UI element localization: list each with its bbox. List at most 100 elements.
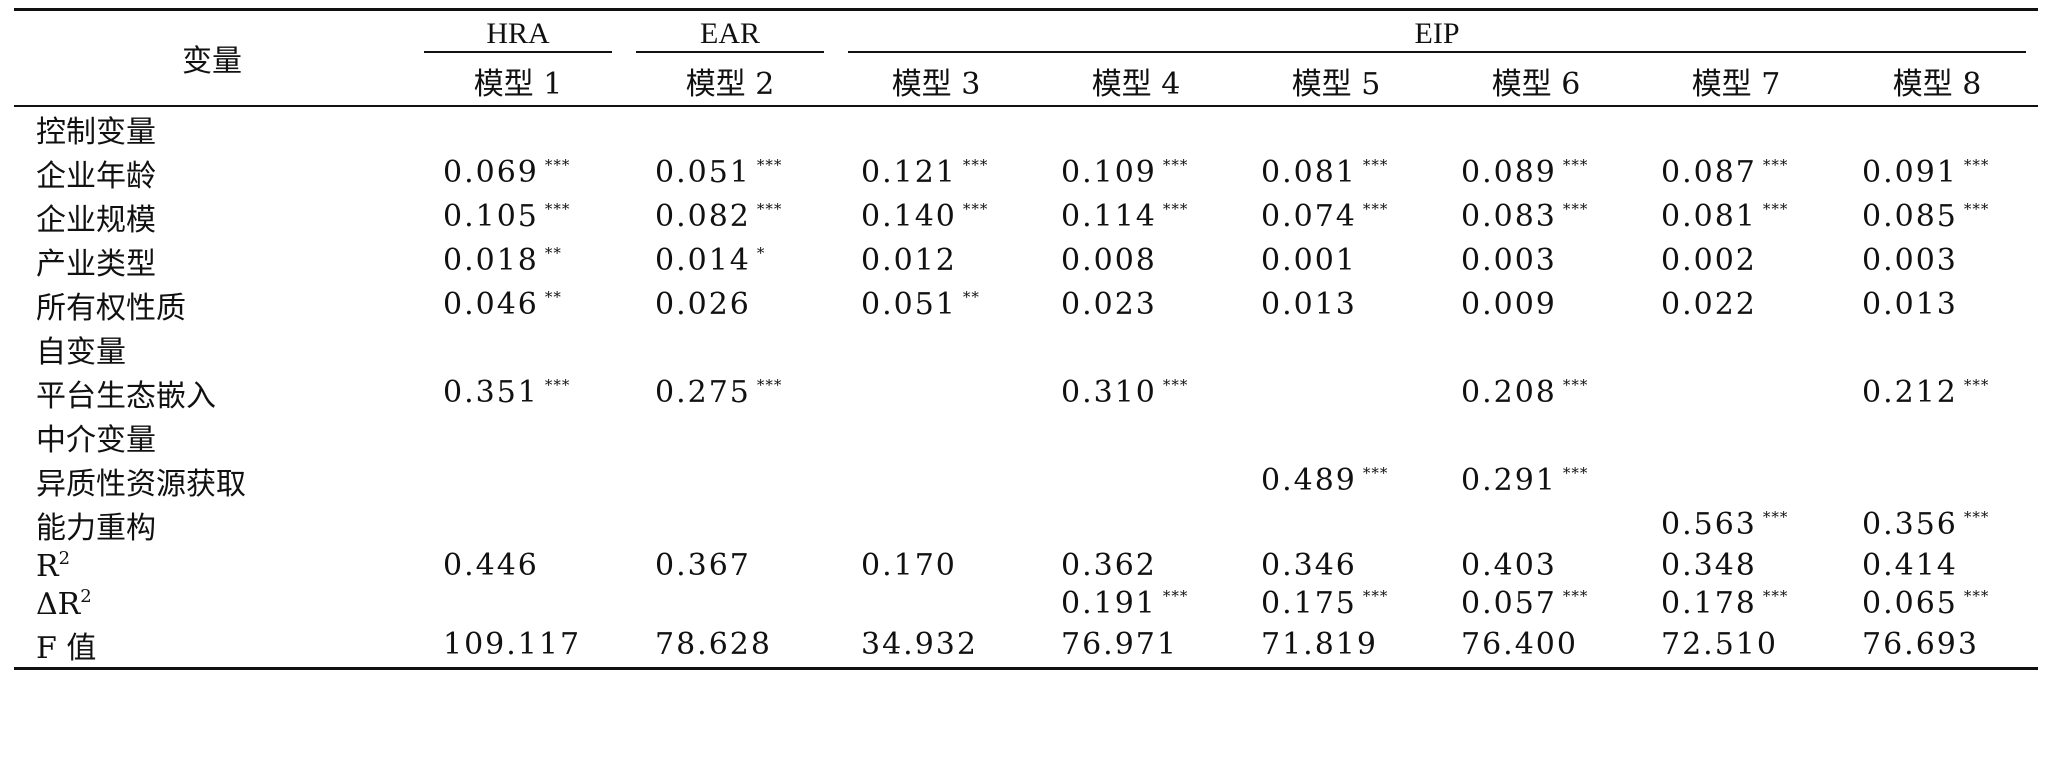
coefficient-value: 0.563 bbox=[1661, 507, 1757, 542]
table-cell: 76.400 bbox=[1436, 622, 1636, 670]
model-header-7: 模型 7 bbox=[1636, 57, 1836, 107]
significance-stars: *** bbox=[1963, 587, 1990, 605]
table-cell bbox=[1636, 371, 1836, 415]
table-cell: 71.819 bbox=[1236, 622, 1436, 670]
superscript: 2 bbox=[80, 585, 92, 607]
table-row: ΔR2 0.191 *** 0.175 *** 0.057 *** 0.178 *** 0.065… bbox=[14, 585, 2038, 623]
table-cell: 0.175 *** bbox=[1236, 585, 1436, 623]
coefficient-value: 0.087 bbox=[1661, 155, 1757, 190]
significance-stars: *** bbox=[544, 200, 571, 218]
table-cell: 72.510 bbox=[1636, 622, 1836, 670]
significance-stars: *** bbox=[756, 156, 783, 174]
row-label: ΔR2 bbox=[36, 585, 92, 622]
table-cell: 0.275 *** bbox=[624, 371, 836, 415]
significance-stars: *** bbox=[1963, 200, 1990, 218]
table-cell: 0.085 *** bbox=[1836, 195, 2038, 239]
table-cell bbox=[1836, 459, 2038, 503]
table-cell bbox=[1636, 327, 1836, 371]
table-cell bbox=[1236, 327, 1436, 371]
significance-stars: *** bbox=[1762, 156, 1789, 174]
coefficient-value: 0.082 bbox=[655, 199, 751, 234]
table-cell bbox=[1236, 503, 1436, 547]
coefficient-value: 0.046 bbox=[443, 287, 539, 322]
model-header-4: 模型 4 bbox=[1036, 57, 1236, 107]
table-cell bbox=[624, 327, 836, 371]
table-cell: 0.362 bbox=[1036, 547, 1236, 585]
table-cell bbox=[1436, 106, 1636, 151]
table-cell: 0.121 *** bbox=[836, 151, 1036, 195]
coefficient-value: 0.003 bbox=[1862, 243, 1958, 278]
table-cell bbox=[1636, 415, 1836, 459]
significance-stars: *** bbox=[1562, 200, 1589, 218]
group-header-hra: HRA bbox=[412, 8, 624, 58]
significance-stars: *** bbox=[544, 376, 571, 394]
coefficient-value: 0.013 bbox=[1862, 287, 1958, 322]
table-cell: 0.414 bbox=[1836, 547, 2038, 585]
table-cell: 0.082 *** bbox=[624, 195, 836, 239]
significance-stars: *** bbox=[962, 156, 989, 174]
table-cell bbox=[1836, 415, 2038, 459]
row-label: 企业年龄 bbox=[36, 158, 156, 194]
coefficient-value: 0.414 bbox=[1862, 548, 1958, 583]
coefficient-value: 0.023 bbox=[1061, 287, 1157, 322]
coefficient-value: 0.012 bbox=[861, 243, 957, 278]
table-cell bbox=[412, 503, 624, 547]
row-label: 企业规模 bbox=[36, 202, 156, 238]
table-cell bbox=[1036, 459, 1236, 503]
significance-stars: *** bbox=[756, 200, 783, 218]
table-cell: 0.002 bbox=[1636, 239, 1836, 283]
coefficient-value: 0.051 bbox=[861, 287, 957, 322]
coefficient-value: 0.018 bbox=[443, 243, 539, 278]
coefficient-value: 76.400 bbox=[1461, 627, 1578, 662]
coefficient-value: 76.971 bbox=[1061, 627, 1178, 662]
coefficient-value: 0.348 bbox=[1661, 548, 1757, 583]
table-cell bbox=[624, 503, 836, 547]
model-header-3: 模型 3 bbox=[836, 57, 1036, 107]
coefficient-value: 0.367 bbox=[655, 548, 751, 583]
model-header-2: 模型 2 bbox=[624, 57, 836, 107]
table-cell: 76.971 bbox=[1036, 622, 1236, 670]
table-cell: 0.013 bbox=[1236, 283, 1436, 327]
significance-stars: *** bbox=[1963, 508, 1990, 526]
table-cell: 0.003 bbox=[1836, 239, 2038, 283]
table-cell: 0.081 *** bbox=[1636, 195, 1836, 239]
significance-stars: *** bbox=[1362, 156, 1389, 174]
coefficient-value: 72.510 bbox=[1661, 627, 1778, 662]
significance-stars: *** bbox=[1362, 200, 1389, 218]
coefficient-value: 0.121 bbox=[861, 155, 957, 190]
table-cell bbox=[836, 371, 1036, 415]
coefficient-value: 0.026 bbox=[655, 287, 751, 322]
coefficient-value: 0.346 bbox=[1261, 548, 1357, 583]
table-row: 产业类型 0.018 ** 0.014 * 0.012 0.008 0.001 0.003 0.0… bbox=[14, 239, 2038, 283]
coefficient-value: 0.014 bbox=[655, 243, 751, 278]
coefficient-value: 0.291 bbox=[1461, 463, 1557, 498]
significance-stars: *** bbox=[1963, 156, 1990, 174]
group-underline bbox=[424, 50, 612, 53]
table-cell: 0.023 bbox=[1036, 283, 1236, 327]
table-cell bbox=[1636, 459, 1836, 503]
row-label: R2 bbox=[36, 547, 71, 584]
table-cell bbox=[624, 106, 836, 151]
coefficient-value: 109.117 bbox=[443, 627, 582, 662]
table-cell: 0.446 bbox=[412, 547, 624, 585]
table-cell: 0.013 bbox=[1836, 283, 2038, 327]
table-cell bbox=[836, 415, 1036, 459]
table-cell: 0.170 bbox=[836, 547, 1036, 585]
table-cell: 0.291 *** bbox=[1436, 459, 1636, 503]
table-cell: 0.208 *** bbox=[1436, 371, 1636, 415]
table-cell bbox=[412, 327, 624, 371]
table-cell bbox=[1236, 415, 1436, 459]
table-cell: 0.489 *** bbox=[1236, 459, 1436, 503]
table-cell: 0.105 *** bbox=[412, 195, 624, 239]
table-cell: 0.003 bbox=[1436, 239, 1636, 283]
coefficient-value: 0.208 bbox=[1461, 375, 1557, 410]
significance-stars: *** bbox=[1762, 200, 1789, 218]
table-cell: 0.089 *** bbox=[1436, 151, 1636, 195]
coefficient-value: 0.085 bbox=[1862, 199, 1958, 234]
coefficient-value: 0.022 bbox=[1661, 287, 1757, 322]
table-cell: 0.051 *** bbox=[624, 151, 836, 195]
table-row: 平台生态嵌入 0.351 *** 0.275 *** 0.310 *** 0.208 *** 0.… bbox=[14, 371, 2038, 415]
table-row: 企业年龄 0.069 *** 0.051 *** 0.121 *** 0.109 *** 0.08… bbox=[14, 151, 2038, 195]
table-cell bbox=[624, 459, 836, 503]
